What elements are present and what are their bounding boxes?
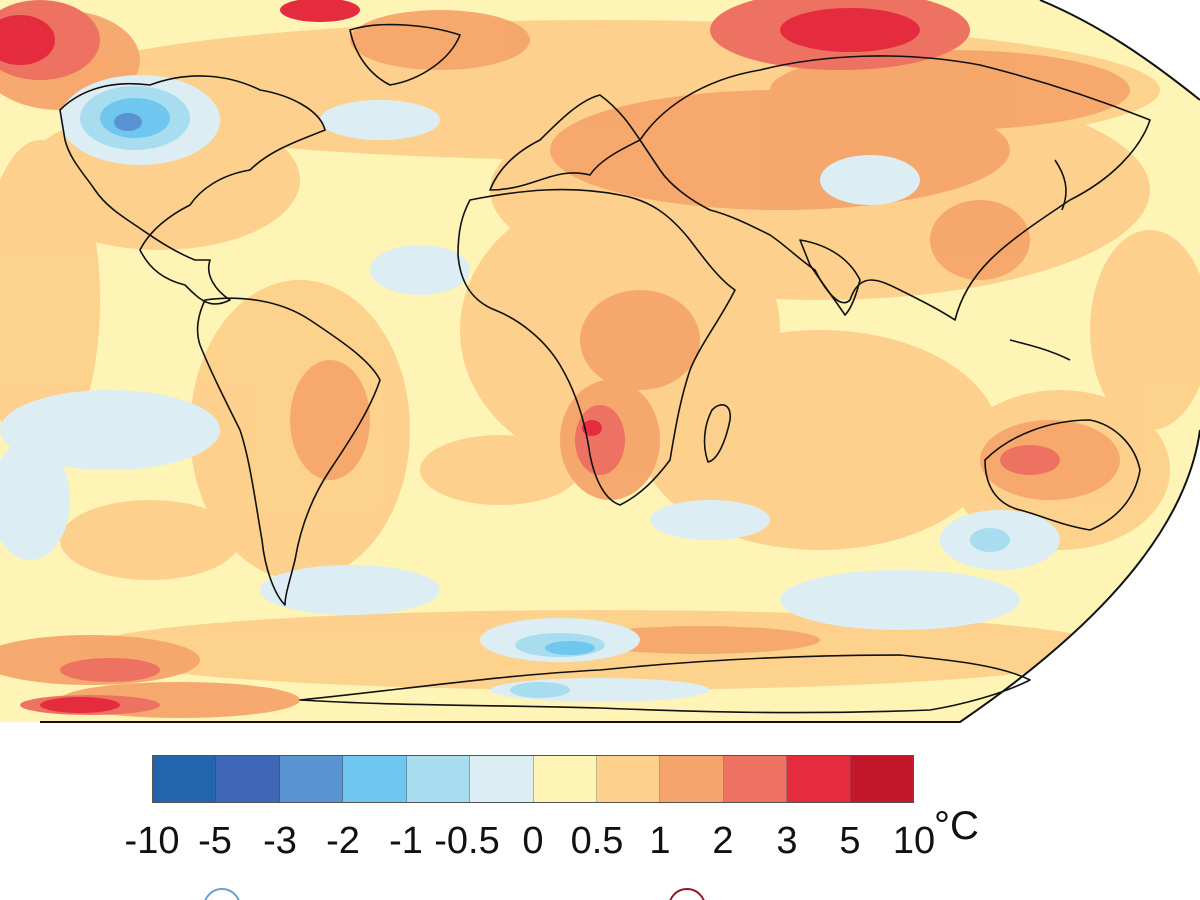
legend-swatch	[533, 756, 597, 802]
legend-unit-label: °C	[934, 804, 979, 848]
legend-tick: 5	[839, 820, 861, 862]
legend-swatch	[279, 756, 344, 802]
legend-tick: 1	[649, 820, 671, 862]
coastlines	[59, 23, 1151, 714]
legend-tick: -0.5	[434, 820, 500, 862]
legend-swatch	[406, 756, 471, 802]
cool-circle-icon	[203, 888, 241, 900]
globe-border-bottom	[40, 429, 1200, 723]
legend-tick: 10	[892, 820, 936, 862]
anomaly-field	[0, 0, 1200, 722]
legend-tick: 2	[712, 820, 734, 862]
anomaly-band-neg3-neg2	[114, 113, 142, 131]
legend-tick: 3	[776, 820, 798, 862]
legend-swatch	[850, 756, 914, 802]
legend-swatch	[787, 756, 851, 802]
legend-swatch	[343, 756, 407, 802]
globe-border-top	[1039, 0, 1200, 101]
legend-tick: -5	[198, 820, 232, 862]
legend-tick: -1	[389, 820, 423, 862]
legend-tick: 0.5	[570, 820, 624, 862]
legend-swatch	[216, 756, 280, 802]
temperature-anomaly-map	[0, 0, 1200, 723]
legend-swatch	[596, 756, 661, 802]
legend-swatch	[660, 756, 724, 802]
legend-tick: 0	[522, 820, 544, 862]
warm-circle-icon	[668, 888, 706, 900]
legend-tick: -10	[124, 820, 180, 862]
legend-swatch	[723, 756, 788, 802]
anomaly-band-3-5	[0, 0, 920, 713]
legend-swatch	[153, 756, 217, 802]
legend-swatch	[470, 756, 534, 802]
legend-tick: -2	[326, 820, 360, 862]
color-legend-bar	[152, 755, 914, 803]
legend-tick: -3	[263, 820, 297, 862]
